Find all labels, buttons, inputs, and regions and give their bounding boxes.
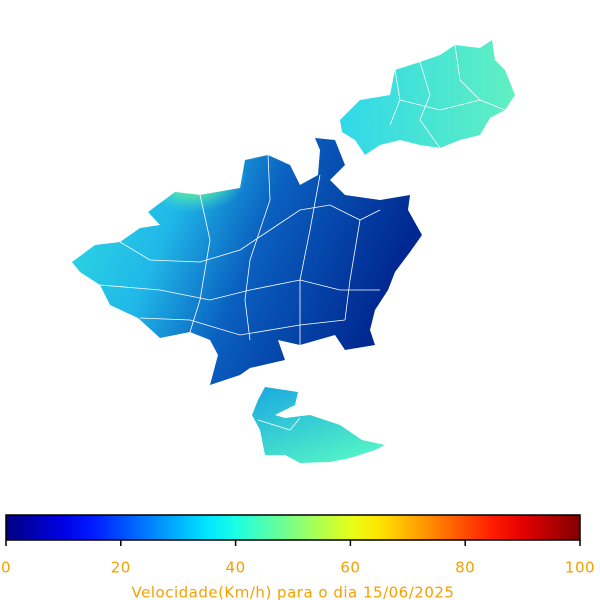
tick-label: 40: [226, 559, 246, 577]
colorbar: 0 20 40 60 80 100: [1, 514, 595, 577]
map: [72, 40, 515, 463]
colorbar-gradient: [5, 514, 581, 541]
tick-label: 100: [565, 559, 595, 577]
tick-label: 0: [1, 559, 11, 577]
region-yellow: [148, 155, 300, 260]
colorbar-label: Velocidade(Km/h) para o dia 15/06/2025: [132, 584, 455, 600]
tick-label: 60: [340, 559, 360, 577]
region-main: [72, 138, 422, 385]
tick-label: 20: [111, 559, 131, 577]
region-northeast: [340, 40, 515, 155]
tick-label: 80: [455, 559, 475, 577]
region-south: [252, 387, 385, 463]
